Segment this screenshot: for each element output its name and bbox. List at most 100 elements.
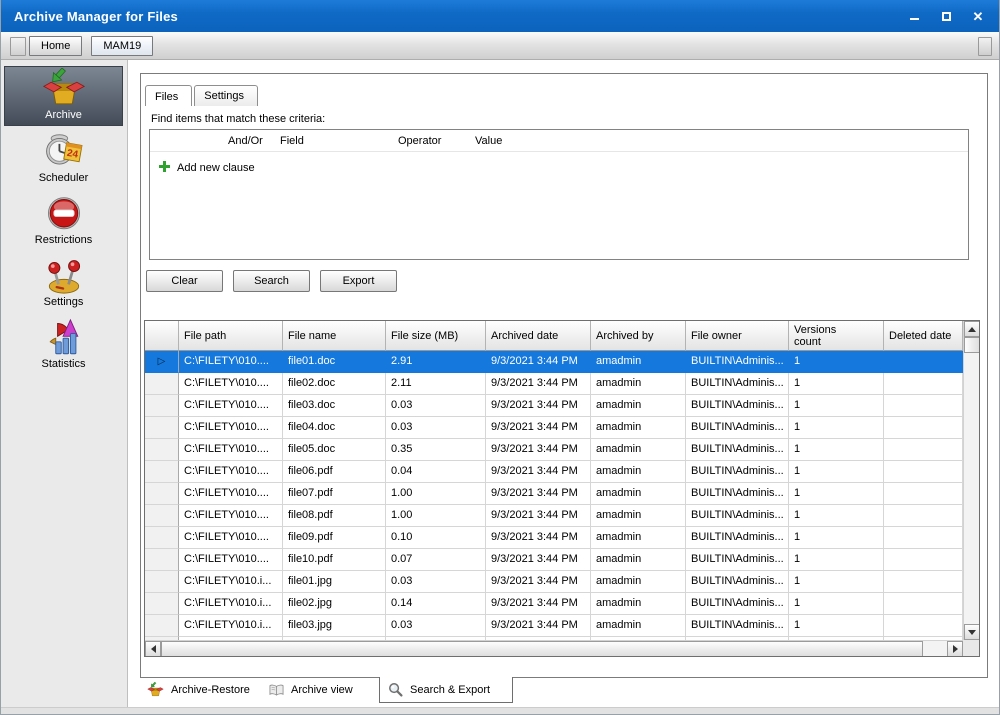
grid-column-header-file-size-mb-[interactable]: File size (MB) bbox=[386, 321, 486, 351]
cell: C:\FILETY\010.i... bbox=[179, 615, 283, 637]
sidebar-item-restrictions[interactable]: Restrictions bbox=[4, 190, 123, 250]
cell bbox=[884, 351, 963, 373]
sidebar-item-archive[interactable]: Archive bbox=[4, 66, 123, 126]
cell bbox=[884, 373, 963, 395]
grid-column-header-versions-count[interactable]: Versions count bbox=[789, 321, 884, 351]
row-selector-cell[interactable] bbox=[145, 571, 179, 593]
cell bbox=[884, 417, 963, 439]
table-row[interactable]: C:\FILETY\010.... file03.doc 0.03 9/3/2021 … bbox=[145, 395, 963, 417]
grid-column-header-deleted-date[interactable]: Deleted date bbox=[884, 321, 963, 351]
cell: file02.jpg bbox=[283, 593, 386, 615]
row-selector-cell[interactable] bbox=[145, 593, 179, 615]
table-row[interactable]: ▷ C:\FILETY\010.... file01.doc 2.91 9/3/2021… bbox=[145, 351, 963, 373]
grid-column-header-row-selector[interactable] bbox=[145, 321, 179, 351]
tab-settings[interactable]: Settings bbox=[194, 85, 258, 106]
cell: amadmin bbox=[591, 373, 686, 395]
grid-column-header-file-name[interactable]: File name bbox=[283, 321, 386, 351]
row-selector-cell[interactable] bbox=[145, 373, 179, 395]
sidebar: Archive 24 Scheduler Restrictions Settin… bbox=[1, 60, 128, 707]
toolbar-button-mam19[interactable]: MAM19 bbox=[91, 36, 154, 56]
cell: BUILTIN\Adminis... bbox=[686, 395, 789, 417]
vertical-scroll-thumb[interactable] bbox=[964, 337, 979, 353]
cell: C:\FILETY\010.... bbox=[179, 439, 283, 461]
row-selector-cell[interactable] bbox=[145, 483, 179, 505]
cell: amadmin bbox=[591, 351, 686, 373]
table-row[interactable]: C:\FILETY\010.... file02.doc 2.11 9/3/2021 … bbox=[145, 373, 963, 395]
row-selector-cell[interactable] bbox=[145, 615, 179, 637]
search-button[interactable]: Search bbox=[233, 270, 310, 292]
window-bottom-edge bbox=[1, 707, 999, 714]
cell: 9/3/2021 3:44 PM bbox=[486, 527, 591, 549]
cell bbox=[884, 505, 963, 527]
horizontal-scroll-thumb[interactable] bbox=[161, 641, 923, 656]
chart-icon bbox=[42, 315, 86, 357]
criteria-column-operator: Operator bbox=[398, 135, 442, 147]
toolbar-button-home[interactable]: Home bbox=[29, 36, 83, 56]
export-button[interactable]: Export bbox=[320, 270, 397, 292]
row-selector-cell[interactable] bbox=[145, 395, 179, 417]
clear-button[interactable]: Clear bbox=[146, 270, 223, 292]
scroll-up-button[interactable] bbox=[964, 321, 979, 337]
table-row[interactable]: C:\FILETY\010.... file09.pdf 0.10 9/3/2021 … bbox=[145, 527, 963, 549]
cell bbox=[884, 593, 963, 615]
bottom-tab-search-export[interactable]: Search & Export bbox=[379, 677, 513, 703]
table-row[interactable]: C:\FILETY\010.... file06.pdf 0.04 9/3/2021 … bbox=[145, 461, 963, 483]
close-icon[interactable]: ✕ bbox=[972, 8, 984, 24]
table-row[interactable]: C:\FILETY\010.... file04.doc 0.03 9/3/2021 … bbox=[145, 417, 963, 439]
cell: 0.07 bbox=[386, 549, 486, 571]
row-selector-cell[interactable] bbox=[145, 439, 179, 461]
sidebar-item-settings[interactable]: Settings bbox=[4, 252, 123, 312]
cell: 9/3/2021 3:44 PM bbox=[486, 417, 591, 439]
sidebar-item-scheduler[interactable]: 24 Scheduler bbox=[4, 128, 123, 188]
row-selector-cell[interactable] bbox=[145, 505, 179, 527]
cell: 9/3/2021 3:44 PM bbox=[486, 395, 591, 417]
grid-column-header-file-path[interactable]: File path bbox=[179, 321, 283, 351]
row-selector-cell[interactable] bbox=[145, 417, 179, 439]
cell: file02.doc bbox=[283, 373, 386, 395]
tab-files[interactable]: Files bbox=[145, 85, 193, 106]
table-row[interactable]: C:\FILETY\010.... file08.pdf 1.00 9/3/2021 … bbox=[145, 505, 963, 527]
cell: C:\FILETY\010.... bbox=[179, 483, 283, 505]
maximize-icon[interactable] bbox=[937, 7, 955, 25]
scroll-right-button[interactable] bbox=[947, 641, 963, 656]
cell: BUILTIN\Adminis... bbox=[686, 615, 789, 637]
top-tabs: Files Settings bbox=[145, 85, 260, 106]
table-row[interactable]: C:\FILETY\010.i... file01.jpg 0.03 9/3/2021… bbox=[145, 571, 963, 593]
cell bbox=[884, 571, 963, 593]
cell: 0.14 bbox=[386, 593, 486, 615]
grid-column-header-archived-date[interactable]: Archived date bbox=[486, 321, 591, 351]
bottom-tab-archive-restore[interactable]: Archive-Restore bbox=[139, 678, 258, 702]
scheduler-clock-icon: 24 bbox=[42, 129, 86, 171]
cell: 9/3/2021 3:44 PM bbox=[486, 593, 591, 615]
grid-column-header-file-owner[interactable]: File owner bbox=[686, 321, 789, 351]
cell: 1.00 bbox=[386, 483, 486, 505]
cell: BUILTIN\Adminis... bbox=[686, 439, 789, 461]
row-selector-cell[interactable] bbox=[145, 549, 179, 571]
bottom-tab-archive-view[interactable]: Archive view bbox=[261, 678, 361, 702]
table-row[interactable]: C:\FILETY\010.... file05.doc 0.35 9/3/2021 … bbox=[145, 439, 963, 461]
grid-column-header-archived-by[interactable]: Archived by bbox=[591, 321, 686, 351]
row-selector-cell[interactable] bbox=[145, 461, 179, 483]
scroll-down-button[interactable] bbox=[964, 624, 979, 640]
cell: BUILTIN\Adminis... bbox=[686, 461, 789, 483]
toolbar-gripper-icon[interactable] bbox=[10, 37, 26, 56]
table-row[interactable]: C:\FILETY\010.... file07.pdf 1.00 9/3/2021 … bbox=[145, 483, 963, 505]
cell: 1 bbox=[789, 439, 884, 461]
cell: 0.04 bbox=[386, 461, 486, 483]
table-row[interactable]: C:\FILETY\010.... file10.pdf 0.07 9/3/2021 … bbox=[145, 549, 963, 571]
toolbar: Home MAM19 bbox=[1, 32, 999, 60]
minimize-icon[interactable] bbox=[905, 7, 923, 25]
cell: 1 bbox=[789, 571, 884, 593]
sidebar-item-statistics[interactable]: Statistics bbox=[4, 314, 123, 374]
cell: file04.doc bbox=[283, 417, 386, 439]
grid-horizontal-scrollbar[interactable] bbox=[145, 640, 963, 656]
add-new-clause-link[interactable]: Add new clause bbox=[150, 152, 968, 177]
cell: 1 bbox=[789, 549, 884, 571]
row-selector-cell[interactable]: ▷ bbox=[145, 351, 179, 373]
table-row[interactable]: C:\FILETY\010.i... file02.jpg 0.14 9/3/2021… bbox=[145, 593, 963, 615]
scroll-left-button[interactable] bbox=[145, 641, 161, 656]
row-selector-cell[interactable] bbox=[145, 527, 179, 549]
table-row[interactable]: C:\FILETY\010.i... file03.jpg 0.03 9/3/2021… bbox=[145, 615, 963, 637]
grid-vertical-scrollbar[interactable] bbox=[963, 321, 979, 640]
cell: C:\FILETY\010.... bbox=[179, 417, 283, 439]
